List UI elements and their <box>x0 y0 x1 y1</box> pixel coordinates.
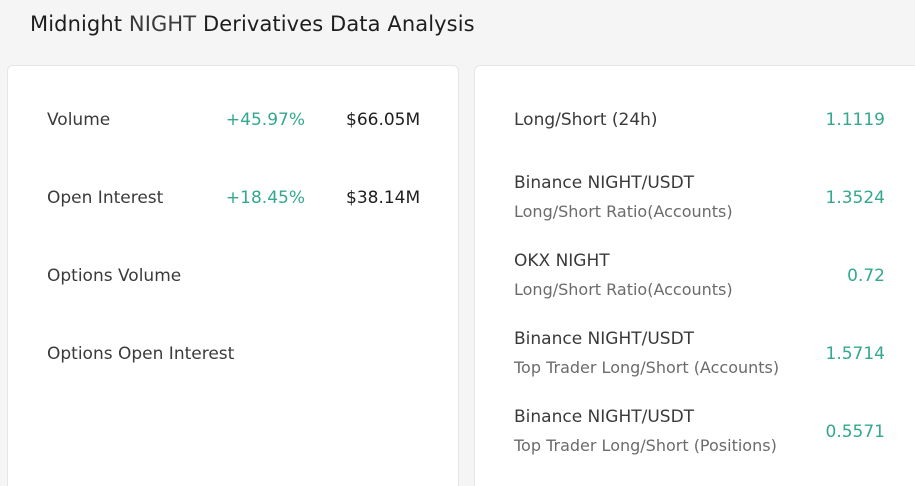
open-interest-change: +18.45% <box>225 188 305 208</box>
ratio-value: 0.5571 <box>825 422 885 442</box>
title-coin: NIGHT <box>128 12 197 36</box>
options-volume-row: Options Volume <box>8 266 458 292</box>
open-interest-row: Open Interest +18.45% $38.14M <box>8 188 458 214</box>
ratio-sub-label: Long/Short Ratio(Accounts) <box>514 280 733 299</box>
long-short-card: Long/Short (24h) 1.1119 Binance NIGHT/US… <box>474 65 915 486</box>
ratio-main-label: Binance NIGHT/USDT <box>514 329 695 349</box>
volume-change: +45.97% <box>225 110 305 130</box>
volume-row: Volume +45.97% $66.05M <box>8 110 458 136</box>
ratio-main-label: Binance NIGHT/USDT <box>514 173 695 193</box>
ratio-value: 1.1119 <box>825 110 885 130</box>
open-interest-amount: $38.14M <box>346 188 421 208</box>
title-prefix: Midnight <box>30 12 129 36</box>
ratio-main-label: OKX NIGHT <box>514 251 610 271</box>
volume-label: Volume <box>47 110 111 130</box>
options-volume-label: Options Volume <box>47 266 182 286</box>
title-suffix: Derivatives Data Analysis <box>196 12 475 36</box>
open-interest-label: Open Interest <box>47 188 164 208</box>
options-open-interest-row: Options Open Interest <box>8 344 458 370</box>
ratio-value: 1.3524 <box>825 188 885 208</box>
ratio-value: 0.72 <box>847 266 885 286</box>
volume-amount: $66.05M <box>346 110 421 130</box>
ratio-sub-label: Top Trader Long/Short (Positions) <box>514 436 777 455</box>
ratio-main-label: Long/Short (24h) <box>514 110 658 130</box>
market-metrics-card: Volume +45.97% $66.05M Open Interest +18… <box>7 65 459 486</box>
ratio-sub-label: Long/Short Ratio(Accounts) <box>514 202 733 221</box>
ratio-main-label: Binance NIGHT/USDT <box>514 407 695 427</box>
page-title: Midnight NIGHT Derivatives Data Analysis <box>30 12 475 36</box>
options-open-interest-label: Options Open Interest <box>47 344 235 364</box>
ratio-value: 1.5714 <box>825 344 885 364</box>
ratio-sub-label: Top Trader Long/Short (Accounts) <box>514 358 780 377</box>
